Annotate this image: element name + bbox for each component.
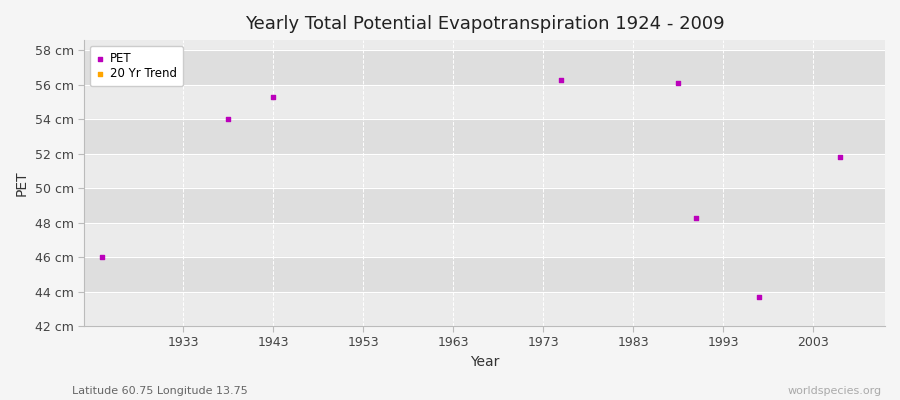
- Bar: [84, 188, 885, 223]
- Legend: PET, 20 Yr Trend: PET, 20 Yr Trend: [90, 46, 183, 86]
- PET: [832, 154, 847, 160]
- PET: [670, 80, 685, 86]
- PET: [266, 94, 280, 100]
- Text: Latitude 60.75 Longitude 13.75: Latitude 60.75 Longitude 13.75: [72, 386, 248, 396]
- PET: [752, 294, 766, 300]
- X-axis label: Year: Year: [470, 355, 500, 369]
- PET: [220, 116, 235, 122]
- Title: Yearly Total Potential Evapotranspiration 1924 - 2009: Yearly Total Potential Evapotranspiratio…: [245, 15, 724, 33]
- PET: [94, 254, 109, 260]
- PET: [554, 76, 568, 83]
- Text: worldspecies.org: worldspecies.org: [788, 386, 882, 396]
- Bar: [84, 257, 885, 292]
- Bar: [84, 119, 885, 154]
- PET: [688, 214, 703, 221]
- Bar: [84, 50, 885, 85]
- Y-axis label: PET: PET: [15, 170, 29, 196]
